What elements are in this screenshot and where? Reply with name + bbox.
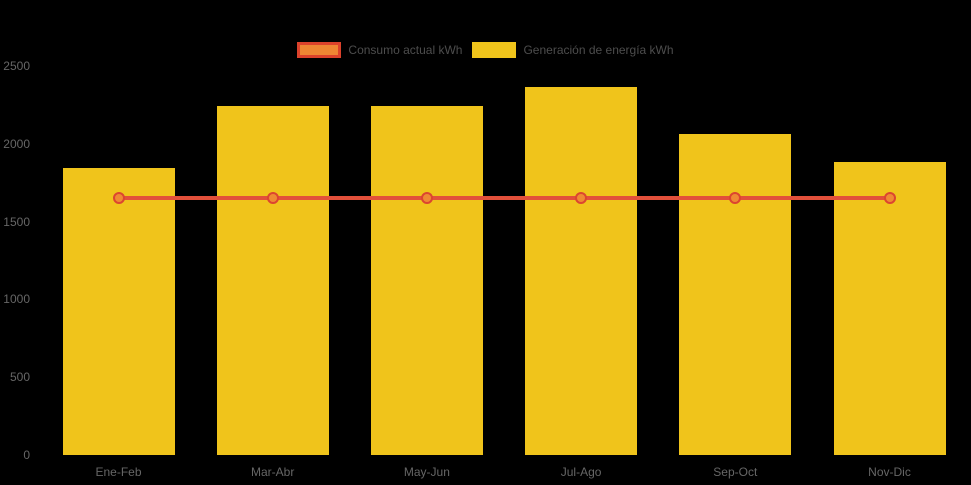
y-axis-tick: 1500 — [3, 214, 30, 229]
consumo-line[interactable] — [118, 196, 890, 201]
bar-generacion[interactable] — [370, 106, 483, 455]
consumo-point[interactable] — [883, 192, 896, 205]
generacion-swatch-icon — [472, 42, 517, 58]
legend-label-generacion: Generación de energía kWh — [523, 43, 674, 57]
x-axis-label: Mar-Abr — [251, 465, 295, 479]
legend-item-generacion[interactable]: Generación de energía kWh — [472, 42, 674, 58]
y-axis-tick: 1000 — [3, 292, 30, 307]
y-axis-tick: 2500 — [3, 59, 30, 73]
bar-generacion[interactable] — [62, 167, 175, 455]
y-axis-tick: 0 — [23, 448, 30, 462]
consumo-point[interactable] — [266, 192, 279, 205]
consumo-swatch-icon — [297, 42, 342, 58]
consumo-point[interactable] — [112, 192, 125, 205]
consumo-point[interactable] — [729, 192, 742, 205]
y-axis-tick: 2000 — [3, 136, 30, 151]
bar-generacion[interactable] — [525, 87, 638, 455]
bar-generacion[interactable] — [216, 105, 329, 455]
x-axis-label: Jul-Ago — [560, 465, 602, 479]
x-axis-label: Sep-Oct — [713, 465, 758, 479]
x-axis-label: May-Jun — [403, 465, 450, 479]
consumo-point[interactable] — [575, 192, 588, 205]
legend-item-consumo[interactable]: Consumo actual kWh — [297, 42, 462, 58]
bar-generacion[interactable] — [679, 133, 792, 455]
x-axis-label: Ene-Feb — [95, 465, 142, 479]
bar-generacion[interactable] — [833, 162, 946, 455]
consumo-point[interactable] — [420, 192, 433, 205]
y-axis-tick: 500 — [9, 370, 30, 385]
x-axis-label: Nov-Dic — [868, 465, 911, 479]
chart-legend: Consumo actual kWh Generación de energía… — [0, 41, 971, 59]
legend-label-consumo: Consumo actual kWh — [348, 43, 463, 57]
